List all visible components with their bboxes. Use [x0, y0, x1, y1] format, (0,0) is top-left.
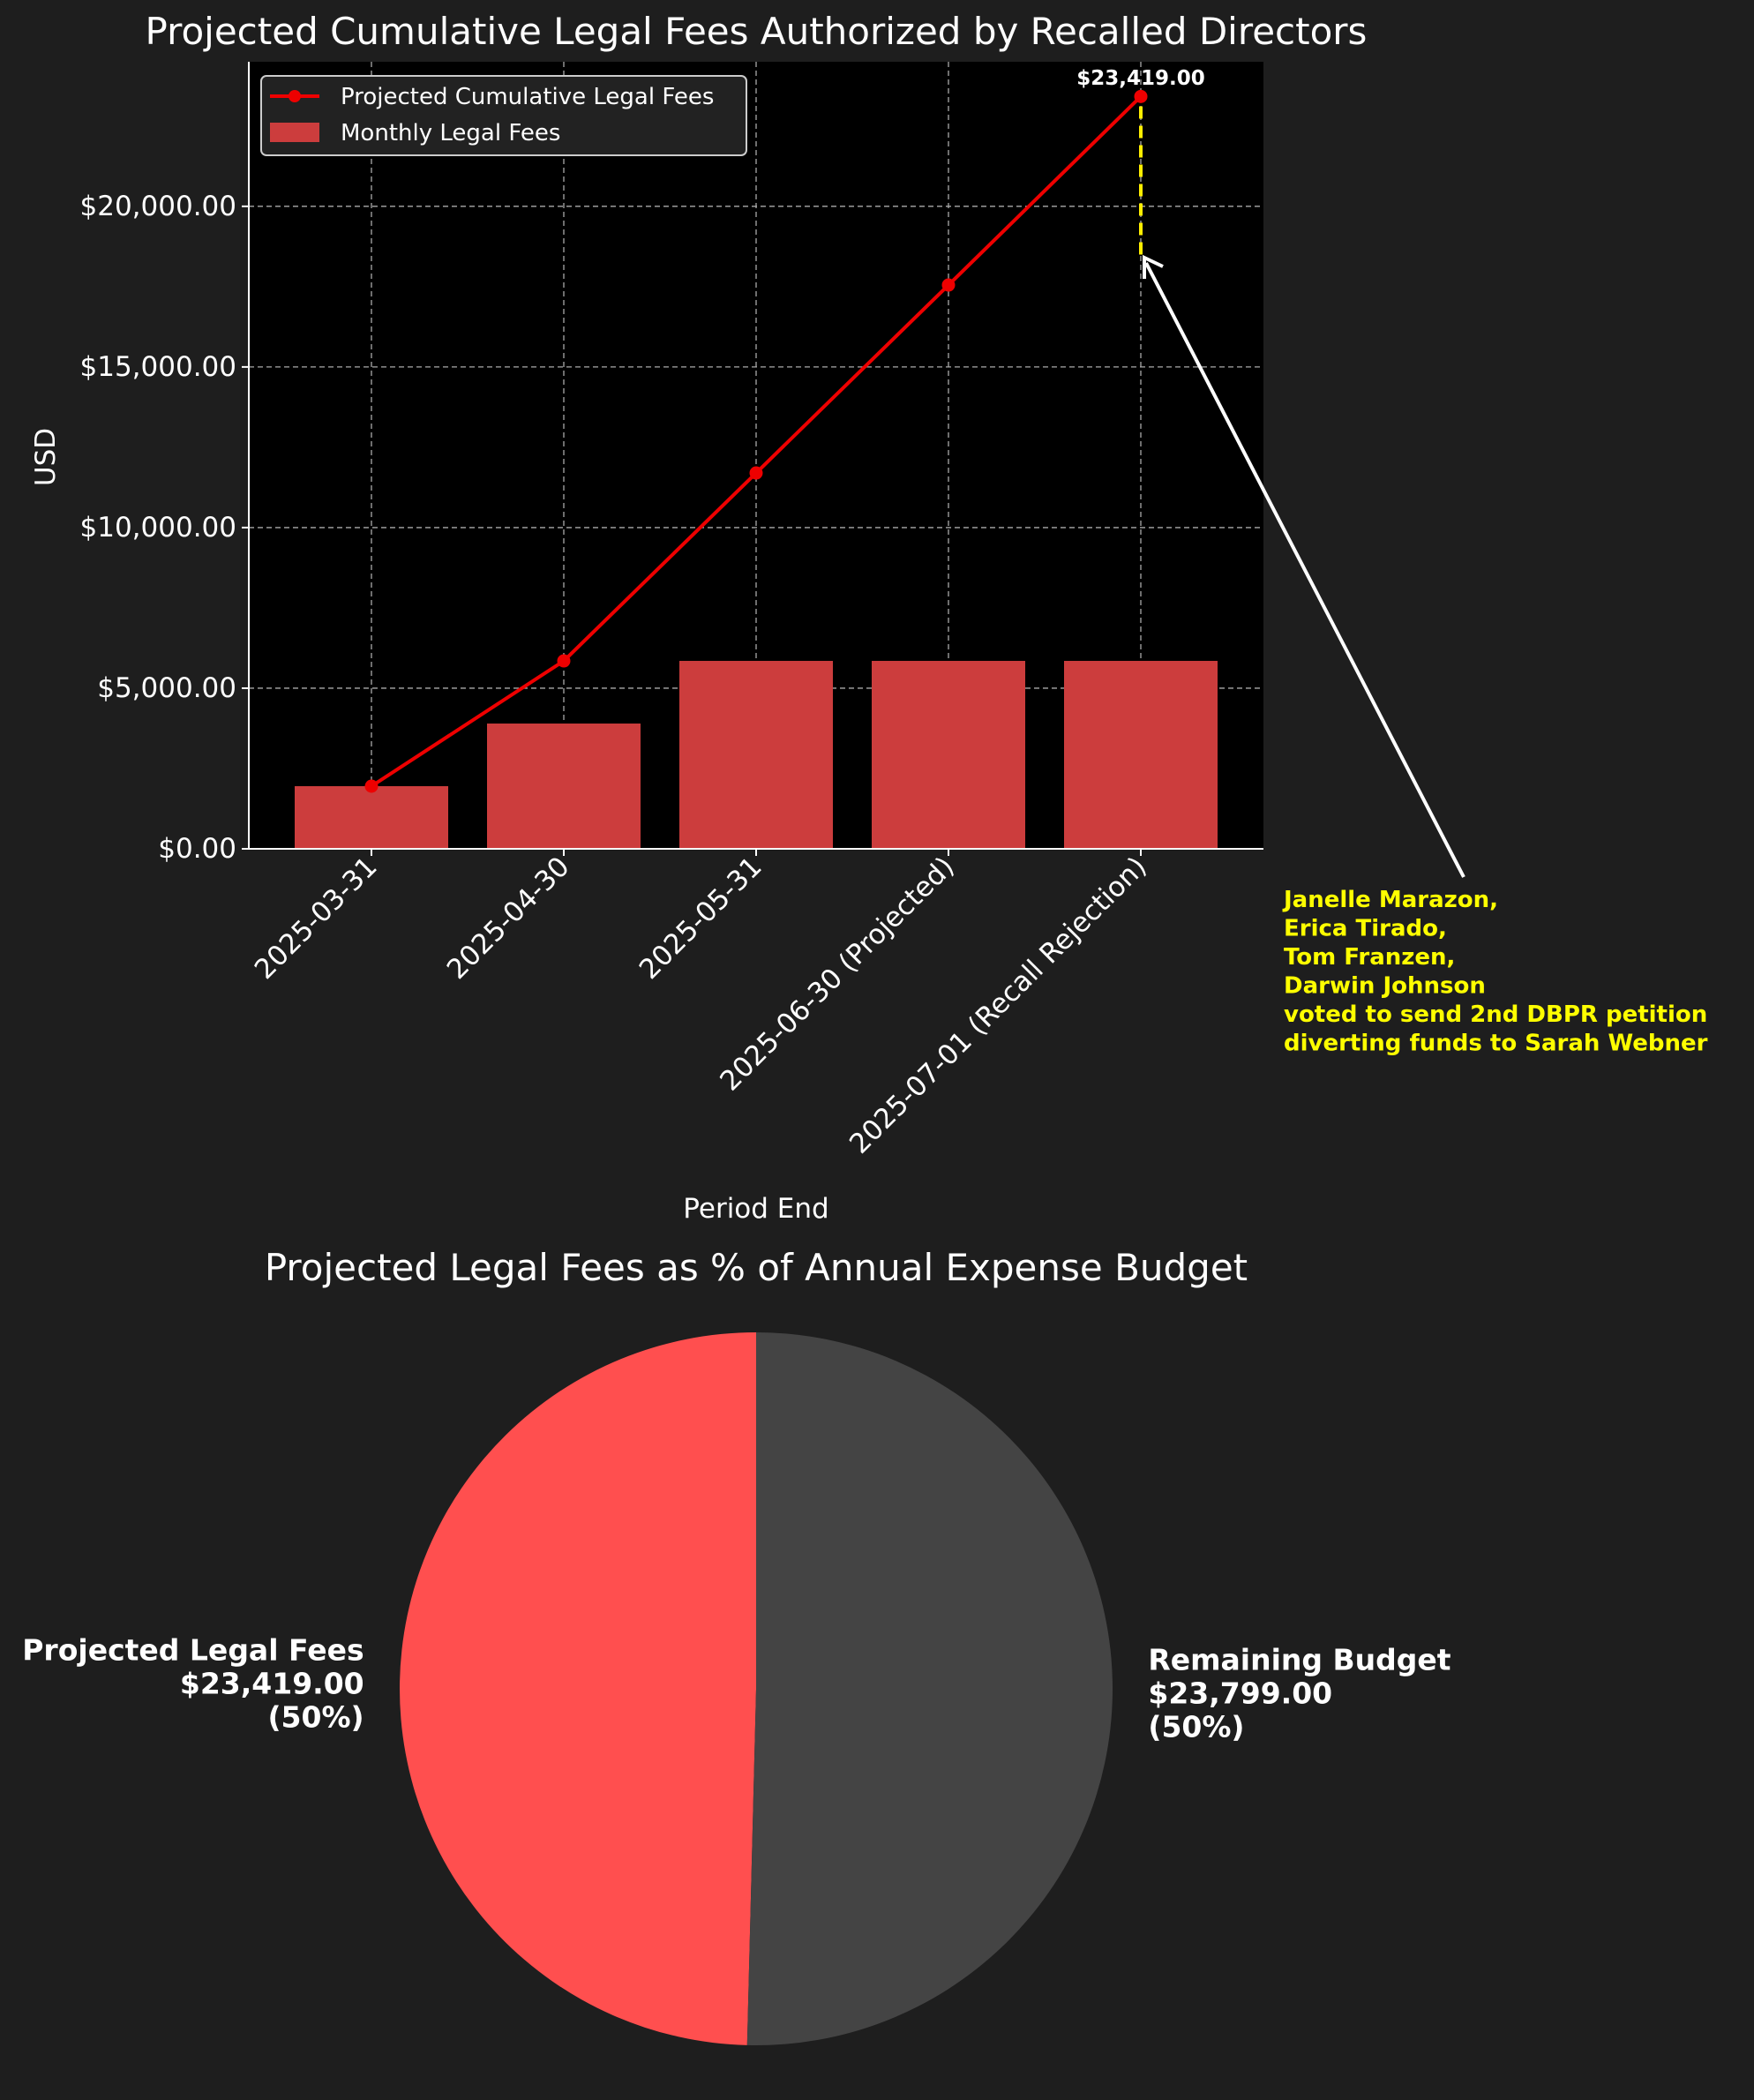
- pie-label-line: Remaining Budget: [1148, 1643, 1450, 1677]
- annotation-arrow-shaft: [1144, 262, 1465, 878]
- annotation-line: diverting funds to Sarah Webner: [1284, 1031, 1708, 1057]
- legend-label-cumulative: Projected Cumulative Legal Fees: [341, 84, 714, 110]
- annotation-text: Janelle Marazon, Erica Tirado,Tom Franzen…: [1282, 887, 1708, 1057]
- pie-label-line: $23,419.00: [180, 1666, 364, 1700]
- pie-labels: Projected Legal Fees$23,419.00(50%)Remai…: [22, 1632, 1451, 1744]
- line-chart-title: Projected Cumulative Legal Fees Authoriz…: [146, 10, 1368, 53]
- pie-chart-title: Projected Legal Fees as % of Annual Expe…: [265, 1246, 1248, 1289]
- y-tick-label: $0.00: [158, 833, 236, 865]
- annotation: Janelle Marazon, Erica Tirado,Tom Franzen…: [1143, 254, 1708, 1057]
- pie-label-line: $23,799.00: [1148, 1676, 1332, 1711]
- y-axis-label: USD: [30, 428, 62, 486]
- annotation-line: Tom Franzen,: [1284, 944, 1455, 971]
- pie: [399, 1331, 1113, 2045]
- line-point: [364, 779, 379, 793]
- bar: [679, 661, 833, 849]
- annotation-arrow-head: [1143, 254, 1164, 279]
- legend-line-marker: [289, 90, 301, 102]
- y-tick-label: $10,000.00: [80, 512, 237, 544]
- pie-slice: [746, 1332, 1113, 2045]
- annotation-line: Erica Tirado,: [1284, 916, 1447, 942]
- annotation-line: voted to send 2nd DBPR petition: [1284, 1001, 1707, 1028]
- legend: Projected Cumulative Legal Fees Monthly …: [260, 75, 747, 156]
- pie-label-line: (50%): [1148, 1710, 1244, 1744]
- x-axis-label: Period End: [683, 1193, 828, 1225]
- bar: [872, 661, 1025, 849]
- annotation-line: Janelle Marazon,: [1282, 887, 1498, 913]
- line-point: [557, 654, 571, 668]
- legend-box: [260, 75, 747, 156]
- y-ticks: $0.00 $5,000.00 $10,000.00 $15,000.00 $20,00…: [80, 191, 249, 865]
- line-point: [1134, 89, 1148, 103]
- y-tick-label: $5,000.00: [97, 672, 236, 704]
- last-point-label: $23,419.00: [1076, 67, 1205, 90]
- y-tick-label: $20,000.00: [80, 191, 237, 222]
- line-points: [364, 89, 1148, 793]
- pie-slice: [399, 1331, 756, 2045]
- legend-bar-swatch: [270, 123, 319, 142]
- bars: [295, 661, 1218, 849]
- bar: [1064, 661, 1218, 849]
- legend-label-monthly: Monthly Legal Fees: [341, 120, 560, 146]
- line-point: [749, 466, 763, 480]
- line-point: [941, 278, 956, 292]
- bar: [295, 786, 448, 849]
- y-tick-label: $15,000.00: [80, 351, 237, 383]
- pie-label-line: Projected Legal Fees: [22, 1632, 364, 1667]
- pie-label-line: (50%): [267, 1699, 364, 1734]
- bar: [487, 724, 641, 849]
- annotation-line: Darwin Johnson: [1284, 973, 1486, 1000]
